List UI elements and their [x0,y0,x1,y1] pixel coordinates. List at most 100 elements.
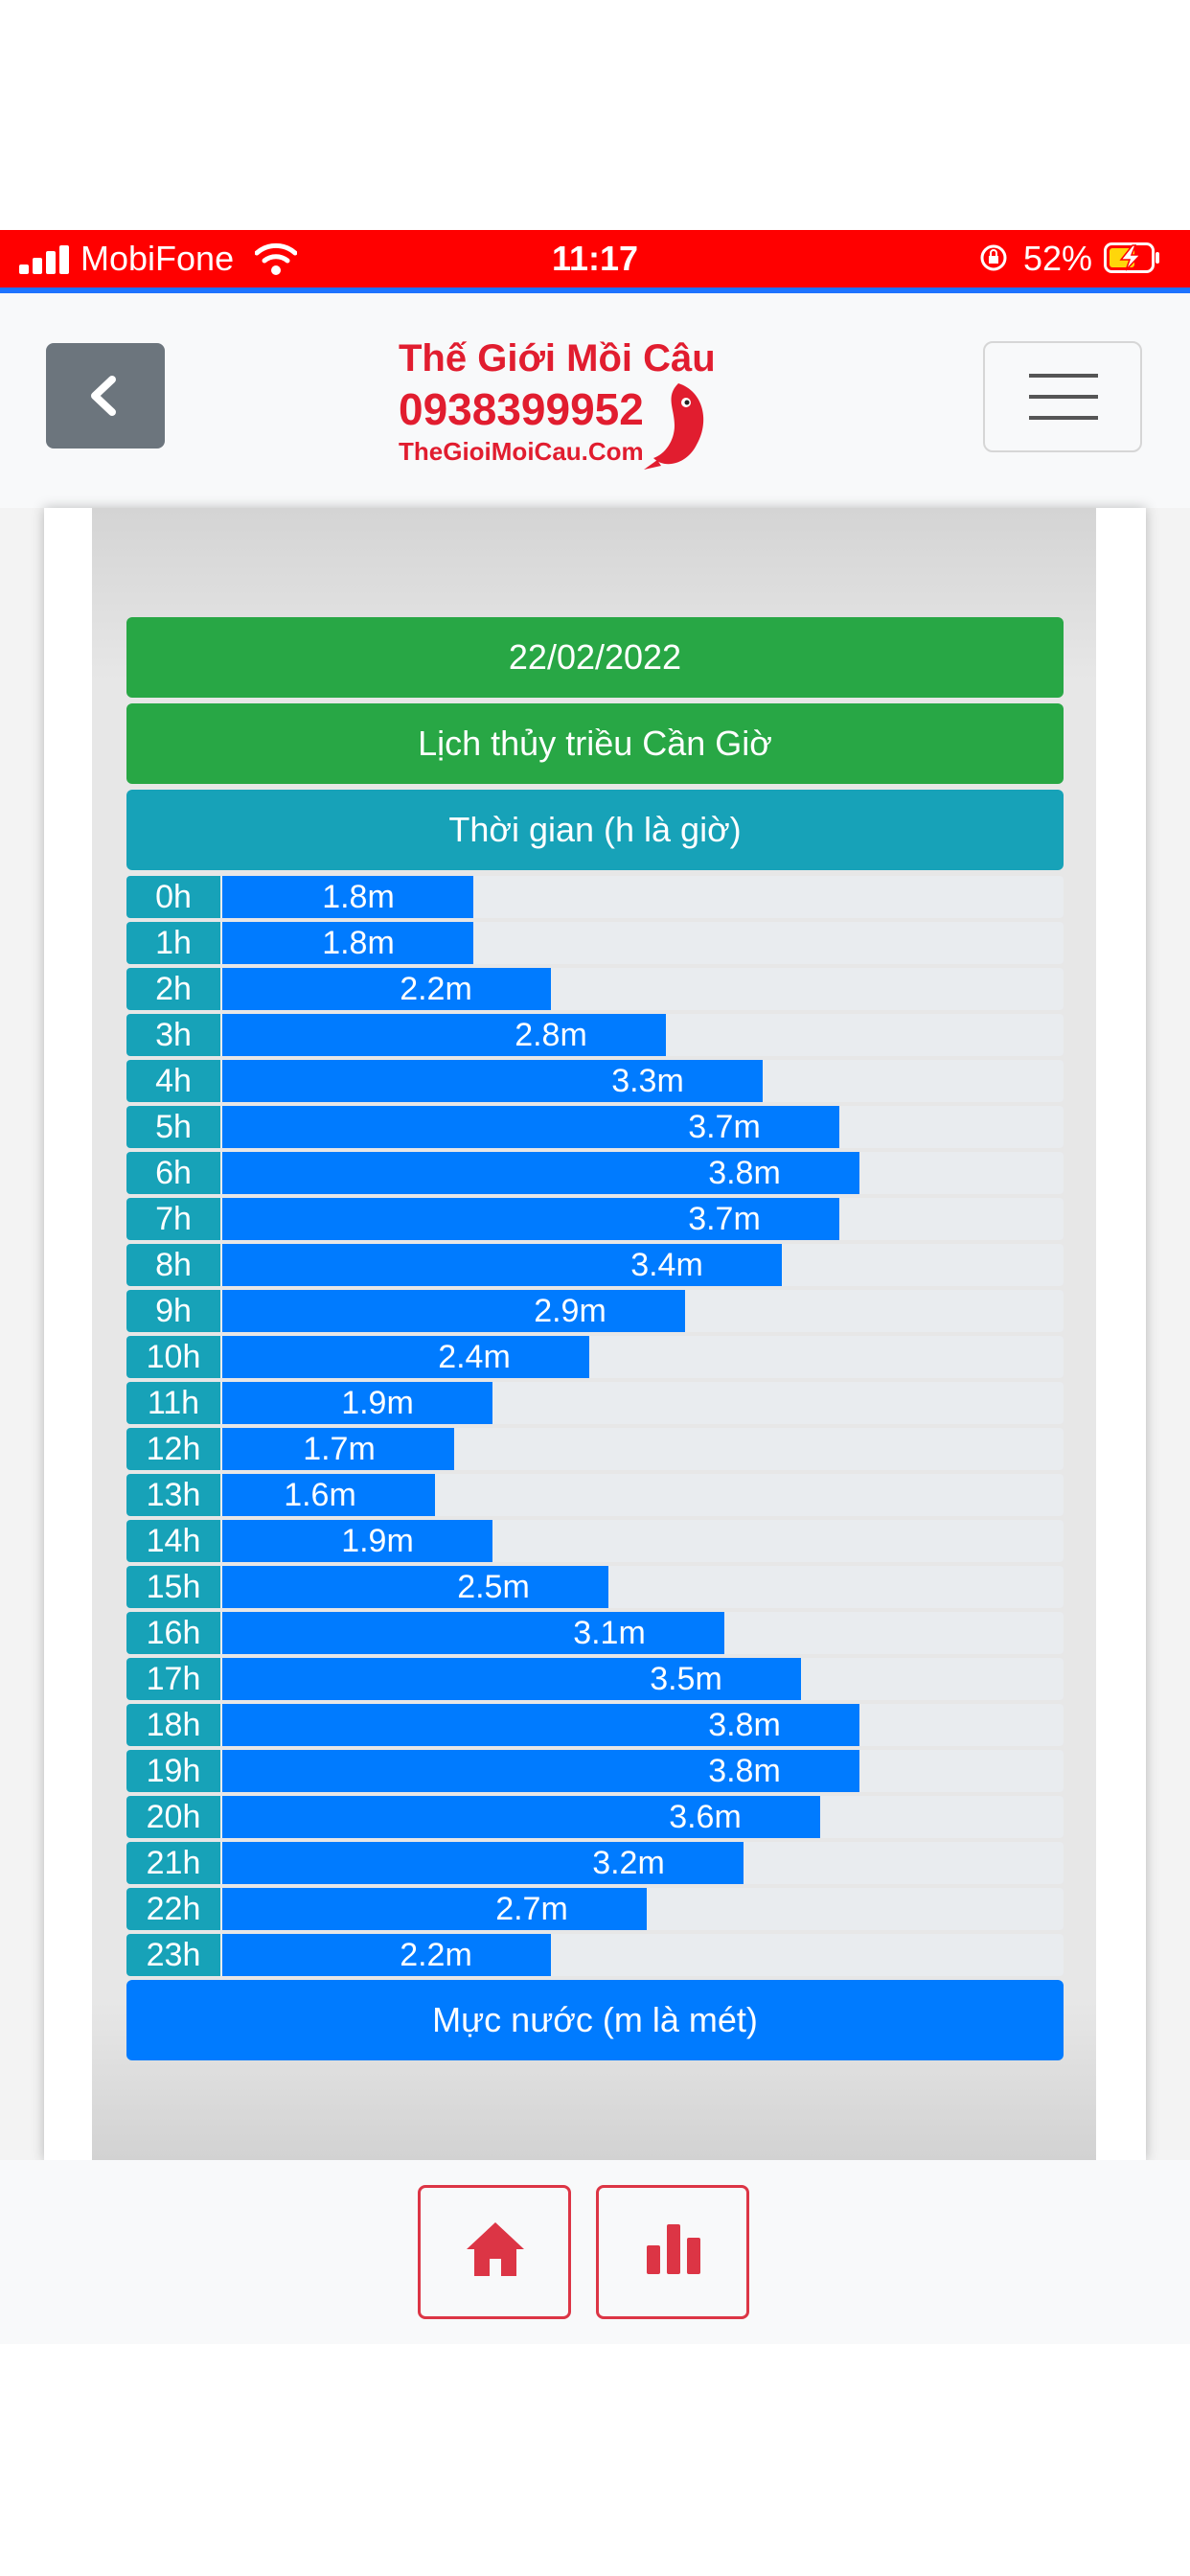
menu-toggle-button[interactable] [983,341,1142,452]
hour-label: 16h [126,1612,220,1654]
tide-level-label: 1.9m [341,1523,414,1559]
bottom-nav [0,2160,1190,2344]
tide-level-label: 1.8m [322,925,395,961]
tide-row: 22h 2.7m [126,1888,1064,1930]
worm-mascot-icon [644,383,704,470]
tide-level-bar: 1.9m [222,1382,492,1424]
tide-row: 21h 3.2m [126,1842,1064,1884]
home-button[interactable] [418,2185,571,2319]
hour-label: 6h [126,1152,220,1194]
hour-label: 21h [126,1842,220,1884]
tide-level-label: 3.8m [708,1155,781,1191]
tide-level-label: 1.8m [322,879,395,915]
hour-label: 19h [126,1750,220,1792]
tide-row: 9h 2.9m [126,1290,1064,1332]
tide-row: 0h 1.8m [126,876,1064,918]
tide-level-bar: 3.5m [222,1658,801,1700]
tide-level-bar: 3.6m [222,1796,820,1838]
hour-label: 23h [126,1934,220,1976]
hour-label: 4h [126,1060,220,1102]
tide-row: 11h 1.9m [126,1382,1064,1424]
hour-label: 1h [126,922,220,964]
tide-level-label: 1.6m [284,1477,356,1513]
tide-level-bar: 1.6m [222,1474,435,1516]
logo-phone: 0938399952 [399,384,644,434]
tide-row: 5h 3.7m [126,1106,1064,1148]
tide-level-bar: 2.2m [222,968,551,1010]
tide-level-label: 3.8m [708,1753,781,1789]
tide-level-label: 3.1m [573,1615,646,1651]
hour-label: 18h [126,1704,220,1746]
chevron-left-icon [91,376,116,416]
hour-label: 13h [126,1474,220,1516]
tide-level-label: 2.2m [400,971,472,1007]
tide-level-bar: 2.9m [222,1290,685,1332]
rotation-lock-icon [980,244,1007,271]
logo-name: Thế Giới Mồi Câu [399,337,716,380]
tide-row: 10h 2.4m [126,1336,1064,1378]
tide-level-bar: 3.8m [222,1152,859,1194]
tide-row: 4h 3.3m [126,1060,1064,1102]
tide-level-label: 3.8m [708,1707,781,1743]
tide-row: 3h 2.8m [126,1014,1064,1056]
chart-button[interactable] [596,2185,749,2319]
tide-level-label: 2.2m [400,1937,472,1973]
hour-label: 15h [126,1566,220,1608]
site-header: Thế Giới Mồi Câu 0938399952 TheGioiMoiCa… [0,293,1190,508]
tide-row: 1h 1.8m [126,922,1064,964]
hour-label: 10h [126,1336,220,1378]
logo-site: TheGioiMoiCau.Com [399,437,644,466]
hour-label: 3h [126,1014,220,1056]
tide-level-bar: 2.7m [222,1888,647,1930]
tide-level-label: 3.2m [592,1845,665,1881]
tide-level-label: 3.6m [669,1799,742,1835]
tide-level-label: 1.7m [303,1431,376,1467]
wifi-icon [255,242,297,275]
hour-label: 8h [126,1244,220,1286]
tide-level-bar: 3.7m [222,1106,839,1148]
tide-level-bar: 3.8m [222,1704,859,1746]
tide-level-bar: 3.1m [222,1612,724,1654]
tide-level-bar: 2.2m [222,1934,551,1976]
status-time: 11:17 [551,239,639,278]
tide-row: 8h 3.4m [126,1244,1064,1286]
tide-level-label: 3.3m [611,1063,684,1099]
water-level-footer: Mực nước (m là mét) [126,1980,1064,2060]
hour-label: 2h [126,968,220,1010]
tide-row: 18h 3.8m [126,1704,1064,1746]
tide-level-bar: 1.9m [222,1520,492,1562]
hour-label: 14h [126,1520,220,1562]
hour-label: 5h [126,1106,220,1148]
page-content: 22/02/2022 Lịch thủy triều Cần Giờ Thời … [0,508,1190,2160]
tide-row: 6h 3.8m [126,1152,1064,1194]
tide-level-label: 3.7m [688,1201,761,1237]
tide-row: 13h 1.6m [126,1474,1064,1516]
hour-label: 7h [126,1198,220,1240]
hour-label: 17h [126,1658,220,1700]
site-logo[interactable]: Thế Giới Mồi Câu 0938399952 TheGioiMoiCa… [399,337,716,472]
tide-level-bar: 1.8m [222,876,473,918]
tide-level-label: 2.7m [495,1891,568,1927]
tide-level-bar: 3.8m [222,1750,859,1792]
back-button[interactable] [46,343,165,448]
tide-row: 20h 3.6m [126,1796,1064,1838]
tide-level-bar: 1.7m [222,1428,454,1470]
tide-level-bar: 3.7m [222,1198,839,1240]
tide-row: 17h 3.5m [126,1658,1064,1700]
tide-level-label: 1.9m [341,1385,414,1421]
hour-label: 9h [126,1290,220,1332]
tide-level-bar: 2.8m [222,1014,666,1056]
tide-title-bar: Lịch thủy triều Cần Giờ [126,703,1064,784]
tide-level-bar: 2.4m [222,1336,589,1378]
tide-level-label: 3.4m [630,1247,703,1283]
battery-charging-icon [1104,242,1159,273]
tide-row: 16h 3.1m [126,1612,1064,1654]
time-header-bar: Thời gian (h là giờ) [126,790,1064,870]
tide-row: 19h 3.8m [126,1750,1064,1792]
hour-label: 20h [126,1796,220,1838]
status-bar-underline [0,288,1190,293]
tide-level-label: 2.9m [534,1293,606,1329]
home-icon [467,2222,524,2276]
carrier-name: MobiFone [80,239,235,278]
tide-level-label: 2.5m [457,1569,530,1605]
